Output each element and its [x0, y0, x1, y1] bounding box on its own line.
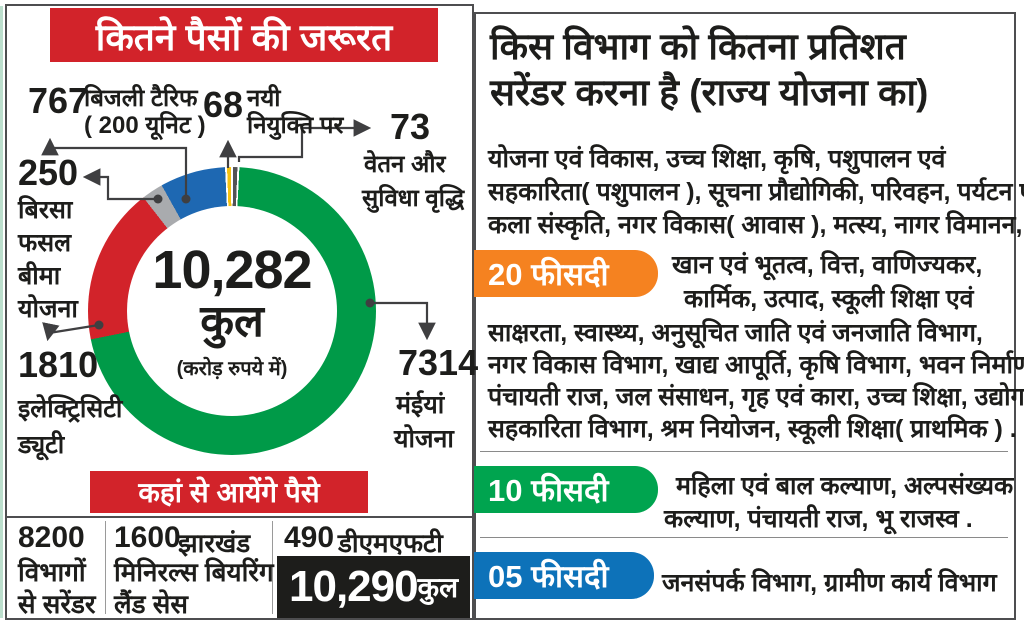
callout-1810-value: 1810: [18, 344, 99, 385]
s20-text-line-3: कला संस्कृति, नगर विकास( आवास ), मत्स्य,…: [488, 211, 1023, 239]
right-title-line-2: सरेंडर करना है (राज्य योजना का): [490, 72, 929, 113]
sources-title-banner: कहां से आयेंगे पैसे: [90, 471, 368, 513]
source-3-word: डीएमएफटी: [338, 528, 443, 558]
callout-250-label-2: फसल: [18, 229, 72, 257]
s20-text-line-4: खान एवं भूतत्व, वित्त, वाणिज्यकर,: [672, 251, 983, 279]
callout-73-value: 73: [390, 106, 431, 147]
callout-250-label-3: बीमा: [18, 262, 61, 290]
callout-73-label-1: वेतन और: [364, 151, 446, 178]
s20-text-line-8: पंचायती राज, जल संसाधन, गृह एवं कारा, उच…: [488, 383, 1024, 411]
source-1-label-2: से सरेंडर: [18, 589, 96, 619]
source-2-label-1: मिनिरल्स बियरिंग: [114, 557, 274, 587]
source-2-value: 1600: [114, 521, 181, 554]
column-separator-2: [272, 521, 273, 614]
needs-title-text: कितने पैसों की जरूरत: [95, 16, 393, 58]
callout-68-value: 68: [203, 84, 244, 125]
s10-text-line-2: कल्याण, पंचायती राज, भू राजस्व .: [664, 505, 973, 533]
callout-7314-value: 7314: [398, 342, 479, 383]
sources-total-value: 10,290: [289, 562, 419, 611]
column-separator-1: [105, 521, 106, 614]
callout-68-label-1: नयी: [247, 85, 281, 112]
callout-250-label-4: योजना: [18, 295, 78, 323]
badge-10-percent-label: 10 फीसदी: [488, 472, 609, 508]
donut-unit-label: (करोड़ रुपये में): [176, 357, 288, 380]
callout-767-label-2: ( 200 यूनिट ): [84, 112, 206, 139]
s10-text-line-1: महिला एवं बाल कल्याण, अल्पसंख्यक: [676, 472, 1014, 500]
donut-center: 10,282 कुल (करोड़ रुपये में): [127, 206, 337, 416]
sources-title-text: कहां से आयेंगे पैसे: [138, 477, 320, 508]
callout-1810-label-1: इलेक्ट्रिसिटी: [18, 395, 123, 423]
left-edge-accent: [0, 6, 3, 618]
callout-250-value: 250: [18, 152, 79, 193]
donut-total-label: कुल: [200, 296, 264, 346]
s20-text-line-5: कार्मिक, उत्पाद, स्कूली शिक्षा एवं: [684, 285, 974, 313]
needs-title-banner: कितने पैसों की जरूरत: [50, 8, 438, 62]
s20-text-line-1: योजना एवं विकास, उच्च शिक्षा, कृषि, पशुप…: [488, 145, 946, 173]
s20-text-line-2: सहकारिता( पशुपालन ), सूचना प्रौद्योगिकी,…: [488, 178, 1024, 206]
section-divider-1: [480, 451, 1008, 452]
section-divider-2: [480, 537, 1008, 538]
source-2-label-2: लैंड सेस: [114, 589, 188, 619]
callout-68-label-2: नियुक्ति पर: [247, 112, 344, 139]
callout-767-value: 767: [28, 80, 89, 121]
callout-250-label-1: बिरसा: [18, 196, 73, 224]
sources-total-label: कुल: [417, 572, 459, 603]
badge-05-percent-label: 05 फीसदी: [488, 558, 609, 594]
s20-text-line-9: सहकारिता विभाग, श्रम नियोजन, स्कूली शिक्…: [488, 415, 1017, 443]
right-panel-frame: [474, 12, 1016, 620]
right-title-line-1: किस विभाग को कितना प्रतिशत: [490, 26, 906, 67]
badge-05-percent: 05 फीसदी: [474, 552, 654, 599]
s05-text-line-1: जनसंपर्क विभाग, ग्रामीण कार्य विभाग: [662, 569, 997, 597]
donut-total-value: 10,282: [152, 239, 312, 300]
callout-767-label-1: बिजली टैरिफ: [84, 85, 198, 112]
callout-7314-label-1: मंईयां: [396, 391, 445, 419]
badge-20-percent: 20 फीसदी: [474, 250, 658, 297]
left-panel-frame: [5, 4, 474, 620]
callout-1810-label-2: ड्यूटी: [18, 431, 65, 459]
source-3-value: 490: [284, 521, 335, 554]
source-2-word: झारखंड: [178, 528, 251, 558]
sources-divider: [5, 516, 474, 518]
source-1-label-1: विभागों: [18, 557, 86, 587]
badge-10-percent: 10 फीसदी: [474, 466, 658, 513]
badge-20-percent-label: 20 फीसदी: [488, 256, 609, 292]
callout-7314-label-2: योजना: [394, 425, 454, 453]
s20-text-line-7: नगर विकास विभाग, खाद्य आपूर्ति, कृषि विभ…: [488, 351, 1024, 379]
source-1-value: 8200: [18, 521, 85, 554]
sources-total-box: 10,290 कुल: [277, 556, 470, 618]
s20-text-line-6: साक्षरता, स्वास्थ्य, अनुसूचित जाति एवं ज…: [488, 319, 983, 347]
callout-73-label-2: सुविधा वृद्धि: [362, 185, 465, 212]
